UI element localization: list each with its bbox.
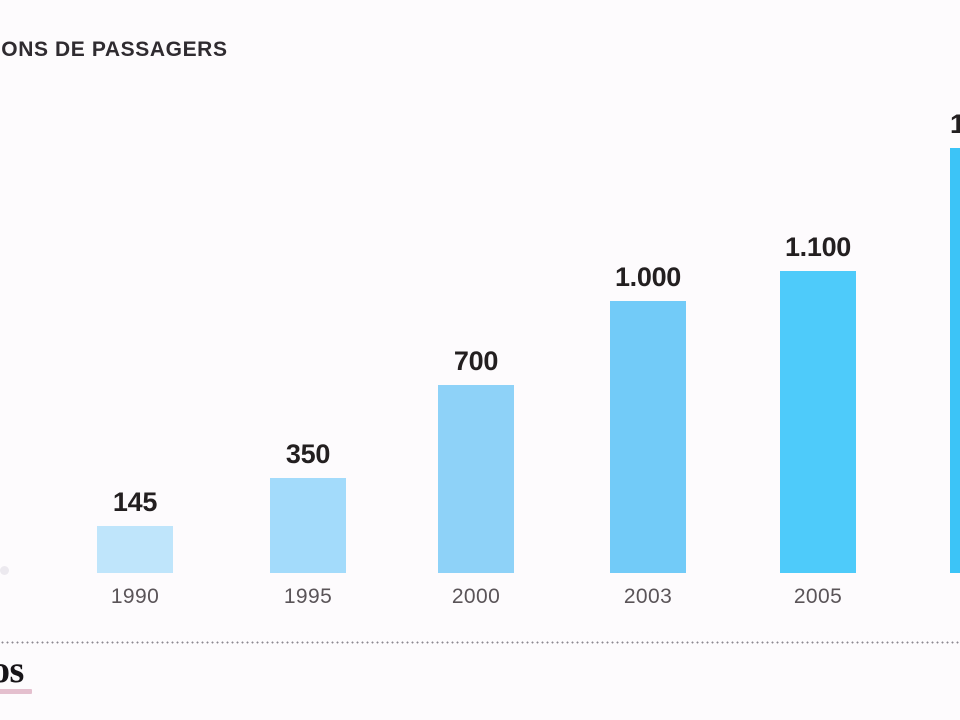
category-label-1990: 1990 [110,585,160,608]
bar-value-label: 1.000 [614,262,682,292]
category-label-2005: 2005 [793,585,843,608]
bar-value-label: 700 [453,346,499,376]
bar-2003 [610,301,686,573]
brand-logo: chos [0,648,144,696]
bar-1995 [270,478,346,573]
bar-2005 [780,271,856,573]
bar-value-label: 350 [285,439,331,469]
category-axis: 1990 1995 2000 2003 2005 [0,573,960,625]
bar-value-label: 1 [950,109,960,139]
dotted-divider [0,641,960,644]
page-title: LLIONS DE PASSAGERS [0,38,228,61]
bar-value-label: 145 [112,487,158,517]
bar-group: 1.000 [610,262,686,573]
bar-group: 1 [950,109,960,573]
axis-tick-marker [0,566,9,575]
bar-group: 700 [438,346,514,573]
plot-area: 145 350 700 1.000 1.100 1 [97,109,960,573]
bar-group: 145 [97,487,173,573]
brand-logo-text: chos [0,649,24,691]
category-label-2003: 2003 [623,585,673,608]
bar-2000 [438,385,514,573]
bar-value-label: 1.100 [784,232,852,262]
category-label-2000: 2000 [451,585,501,608]
bar-group: 350 [270,439,346,573]
category-label-1995: 1995 [283,585,333,608]
bar-last [950,148,960,573]
bar-1990 [97,526,173,573]
brand-logo-underline [0,689,32,694]
bar-group: 1.100 [780,232,856,573]
